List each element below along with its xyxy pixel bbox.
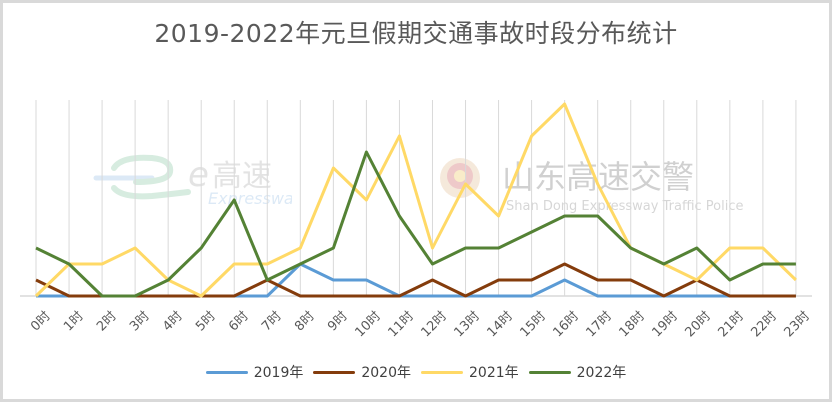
svg-text:高速: 高速 <box>212 159 272 194</box>
legend-swatch <box>205 370 248 374</box>
legend-label: 2019年 <box>253 365 304 381</box>
legend-label: 2022年 <box>576 365 627 381</box>
legend-item: 2022年 <box>528 362 627 382</box>
chart-title: 2019-2022年元旦假期交通事故时段分布统计 <box>154 19 678 48</box>
legend-label: 2021年 <box>469 365 519 381</box>
legend-swatch <box>313 370 356 374</box>
series-line-2020年 <box>35 262 796 298</box>
legend-item: 2020年 <box>313 362 411 382</box>
series-line-2021年 <box>34 102 797 298</box>
series-line-2022年 <box>35 150 796 298</box>
legend-item: 2019年 <box>205 362 304 382</box>
svg-text:Shan Dong Expressway Traffic P: Shan Dong Expressway Traffic Police <box>506 199 744 214</box>
series-line-2019年 <box>36 262 796 298</box>
legend-label: 2020年 <box>361 365 411 381</box>
legend-swatch <box>421 370 463 374</box>
legend-swatch <box>528 370 571 374</box>
svg-text:e: e <box>188 155 209 195</box>
legend-item: 2021年 <box>421 362 519 382</box>
chart-legend: 2019年 2020年 2021年 2022年 <box>0 362 832 382</box>
